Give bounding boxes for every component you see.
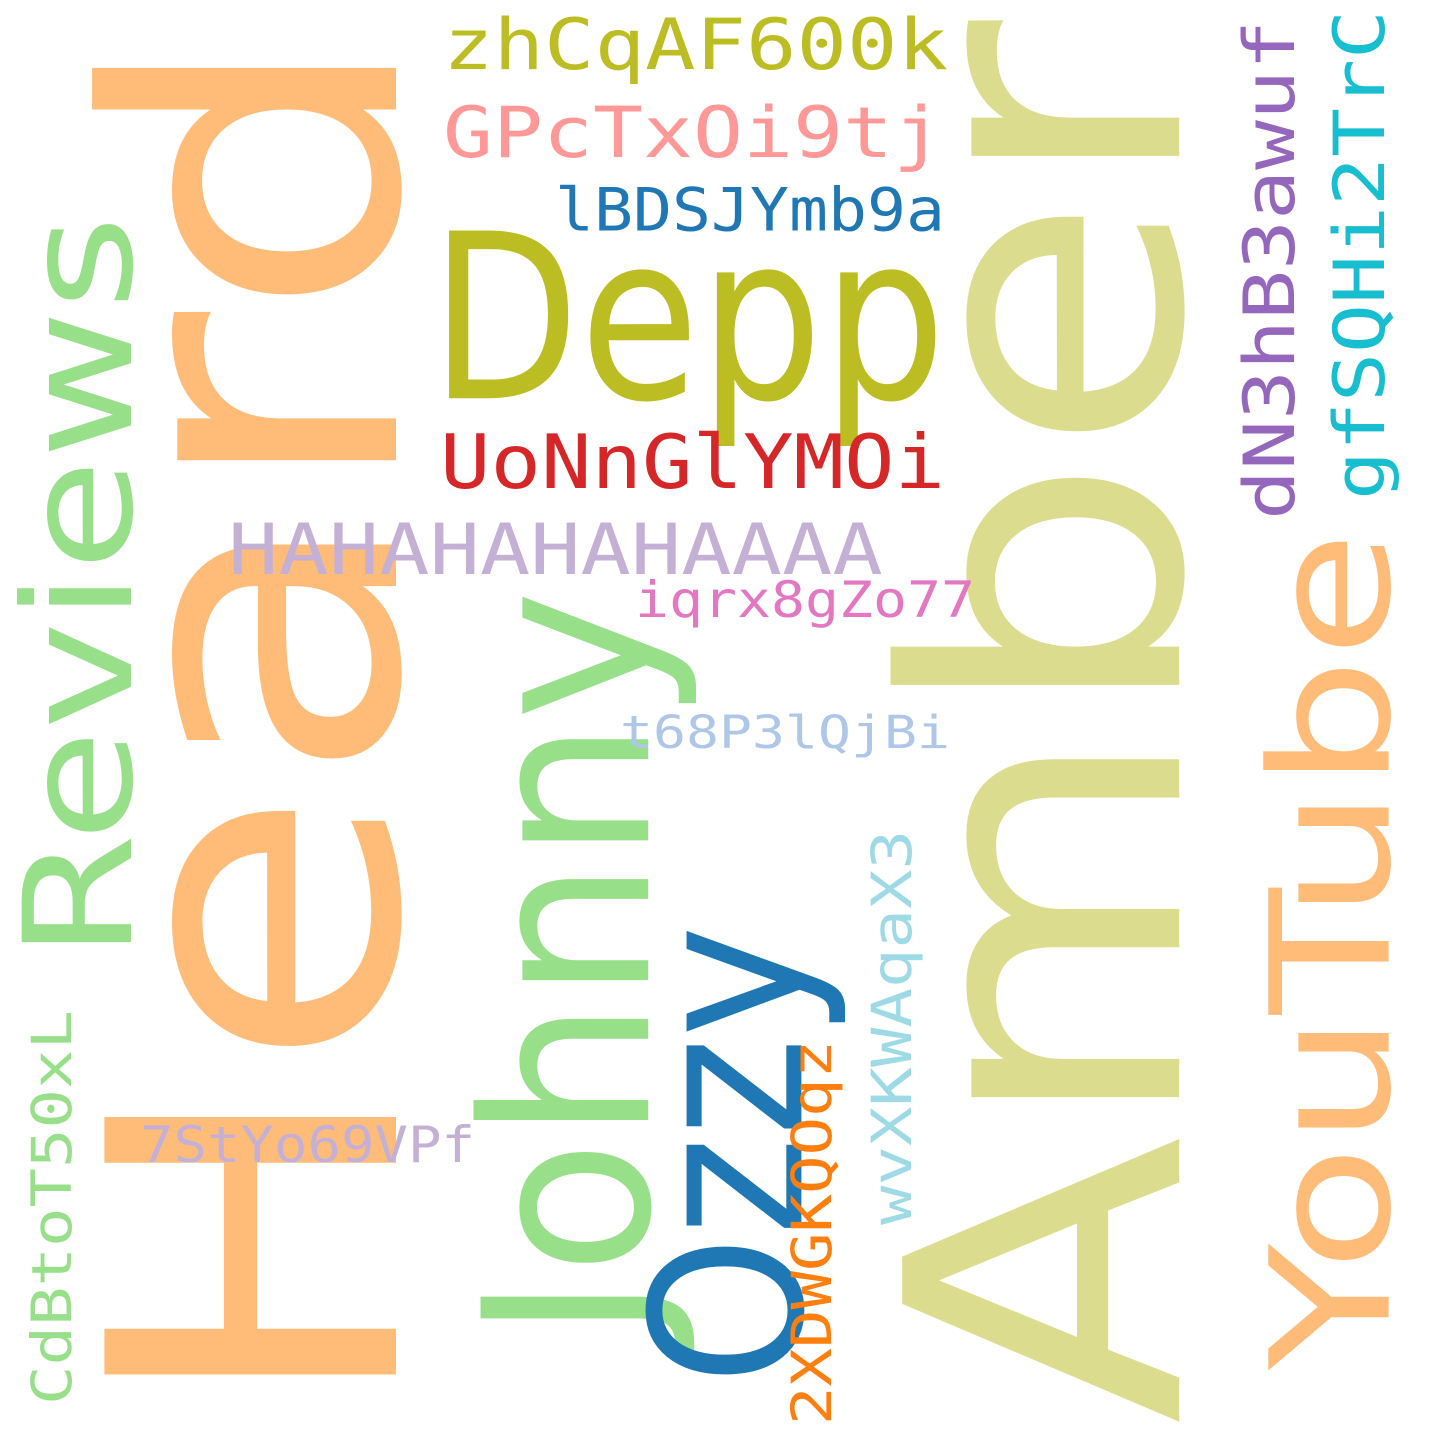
word-gfsqhi2trc: gfSQHi2TrC [1318,9,1401,500]
word-uonnglymoi: UoNnGlYMOi [440,418,946,506]
word-7styo69vpf: 7StYo69VPf [140,1115,476,1174]
word-iqrx8gzo77: iqrx8gZo77 [635,570,976,629]
word-youtube: YouTube [1235,530,1429,1370]
word-reviews: Reviews [0,215,167,960]
word-2xdwgkqoqz: 2XDWGKQOqz [780,1039,845,1425]
word-gpctxoi9tj: GPcTxOi9tj [443,91,944,174]
word-t68p3lqjbi: t68P3lQjBi [620,705,951,759]
word-lbdsjymb9a: lBDSJYmb9a [555,174,946,245]
word-zhcqaf600k: zhCqAF600k [443,3,949,86]
word-cdbtot50xl: CdBtoT50xL [20,1009,85,1405]
word-dn3hb3awuf: dN3hB3awuf [1228,19,1311,520]
word-hahahahahaaaa: HAHAHAHAHAAAA [228,508,883,591]
word-depp: Depp [430,184,946,454]
word-wvxkwaqax3: wvXKWAqaX3 [860,829,925,1225]
